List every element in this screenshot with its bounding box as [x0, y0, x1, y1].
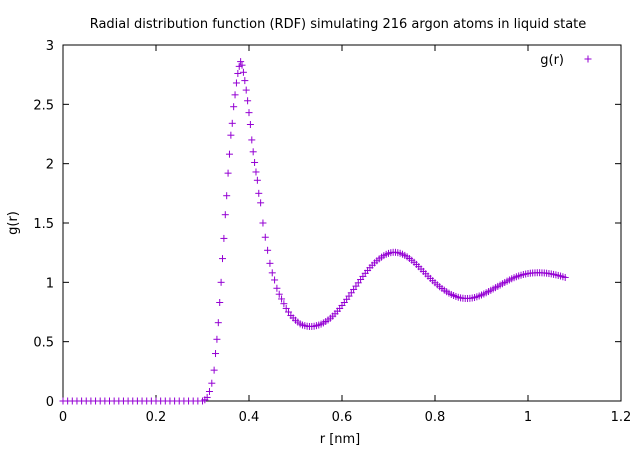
data-point	[231, 91, 239, 99]
legend-label: g(r)	[540, 53, 564, 68]
data-point	[223, 192, 231, 200]
data-point	[251, 158, 259, 166]
data-point	[255, 189, 263, 197]
x-tick-label: 0.8	[425, 410, 446, 425]
data-point	[230, 103, 238, 111]
legend-marker	[584, 55, 592, 63]
data-point	[271, 276, 279, 284]
data-point	[238, 61, 246, 69]
data-point	[232, 79, 240, 87]
series-g-r	[59, 58, 569, 405]
data-point	[224, 169, 232, 177]
data-point	[212, 350, 220, 358]
data-point	[252, 168, 260, 176]
data-point	[216, 299, 224, 307]
plot-frame	[62, 44, 622, 402]
data-point	[220, 234, 228, 242]
data-point	[278, 295, 286, 303]
data-point	[246, 121, 254, 129]
data-point	[214, 319, 222, 327]
y-tick-label: 3	[46, 39, 54, 54]
y-tick-label: 0.5	[33, 336, 54, 351]
x-tick-label: 1.2	[611, 410, 632, 425]
y-tick-label: 2.5	[33, 98, 54, 113]
data-point	[261, 233, 269, 241]
data-point	[285, 308, 293, 316]
x-tick-label: 0	[59, 410, 67, 425]
data-point	[253, 176, 261, 184]
data-point	[237, 58, 245, 66]
data-point	[225, 150, 233, 158]
data-point	[239, 68, 247, 76]
y-tick-label: 0	[46, 395, 54, 410]
data-point	[249, 148, 257, 156]
chart-title: Radial distribution function (RDF) simul…	[90, 17, 587, 32]
data-point	[217, 278, 225, 286]
data-point	[205, 388, 213, 396]
data-point	[561, 273, 569, 281]
data-point	[244, 97, 252, 105]
data-point	[273, 284, 281, 292]
data-point	[282, 304, 290, 312]
data-point	[241, 77, 249, 85]
data-point	[234, 69, 242, 77]
data-point	[210, 366, 218, 374]
data-point	[268, 269, 276, 277]
data-point	[218, 255, 226, 263]
x-tick-label: 1	[524, 410, 532, 425]
data-point	[248, 136, 256, 144]
data-point	[259, 219, 267, 227]
data-point	[264, 246, 272, 254]
data-point	[213, 335, 221, 343]
data-point	[203, 393, 211, 401]
data-point	[242, 86, 250, 94]
data-point	[280, 300, 288, 308]
data-point	[266, 259, 274, 267]
legend: g(r)	[540, 53, 592, 68]
data-point	[221, 211, 229, 219]
y-tick-label: 1.5	[33, 217, 54, 232]
y-tick-label: 2	[46, 158, 54, 173]
data-point	[228, 119, 236, 127]
x-axis: 0 0.2 0.4 0.6 0.8 1 1.2	[59, 45, 631, 425]
data-point	[208, 379, 216, 387]
y-axis: 0 0.5 1 1.5 2 2.5 3	[33, 39, 621, 410]
data-point	[257, 199, 265, 207]
legend-marker-symbol	[584, 55, 592, 63]
data-point	[227, 131, 235, 139]
y-axis-label: g(r)	[6, 211, 21, 235]
x-tick-label: 0.4	[239, 410, 260, 425]
data-point	[245, 109, 253, 117]
data-point	[275, 290, 283, 298]
y-tick-label: 1	[46, 276, 54, 291]
x-axis-label: r [nm]	[320, 432, 361, 447]
x-tick-label: 0.6	[332, 410, 353, 425]
x-tick-label: 0.2	[146, 410, 167, 425]
